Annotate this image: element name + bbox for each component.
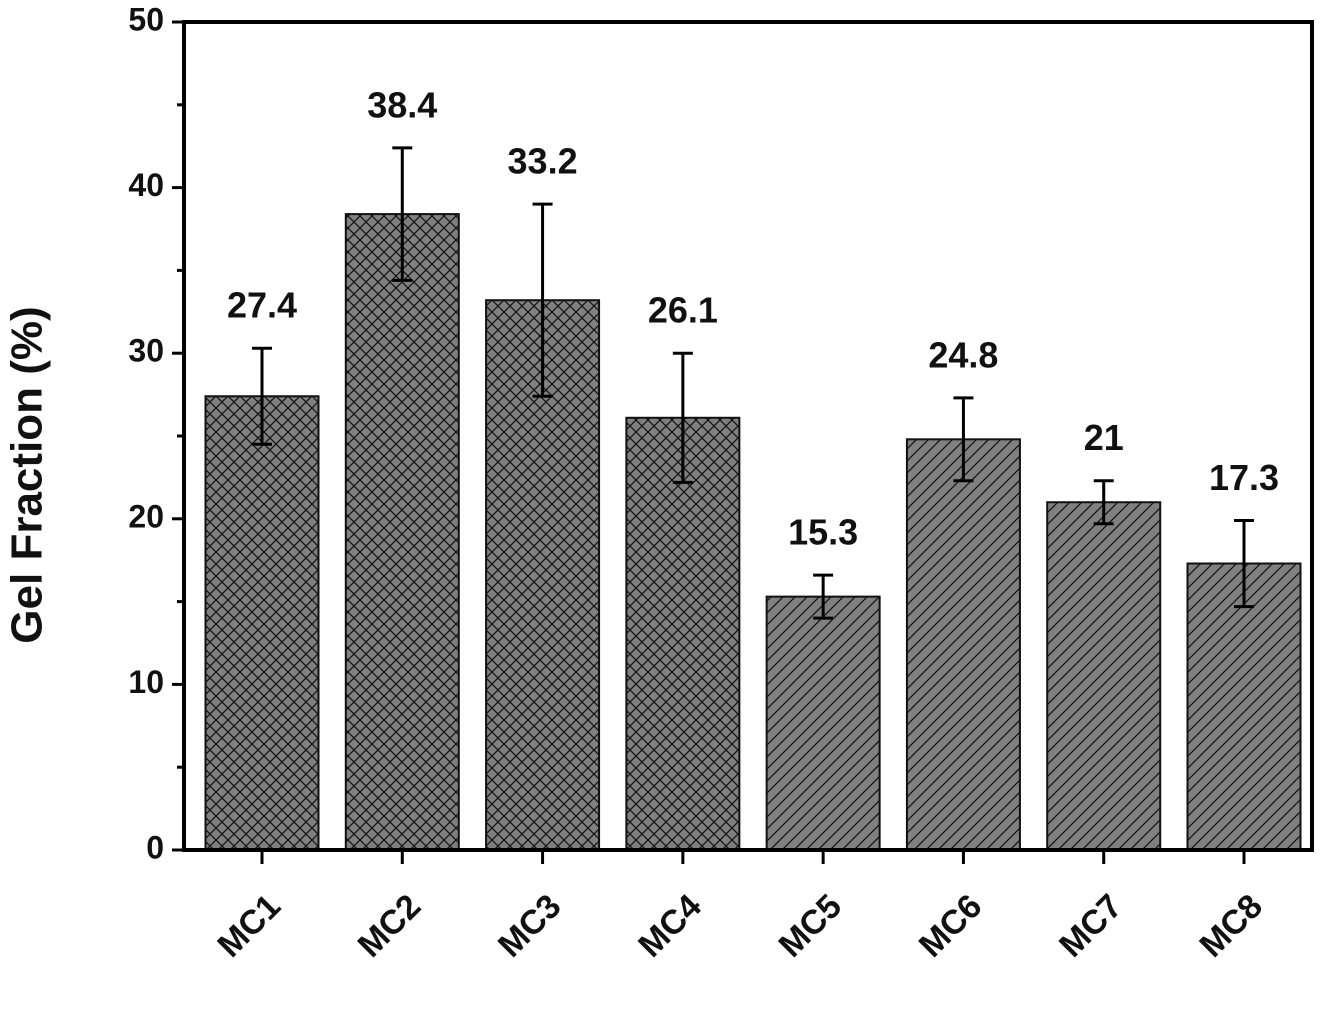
error-bar: [953, 396, 974, 483]
bar: [765, 595, 881, 852]
x-tick-label: MC4: [631, 887, 709, 965]
y-axis-label: Gel Fraction (%): [3, 306, 52, 643]
value-label: 27.4: [227, 285, 297, 326]
x-tick-label: MC6: [912, 887, 990, 965]
bar: [1046, 501, 1162, 851]
y-tick-label: 30: [128, 333, 164, 369]
value-label: 21: [1084, 417, 1124, 458]
x-tick-label: MC1: [210, 887, 288, 965]
plot-frame: [182, 20, 1314, 852]
x-tick-label: MC2: [351, 887, 429, 965]
error-bar: [1234, 518, 1254, 609]
error-bar: [392, 146, 413, 282]
y-tick-label: 50: [128, 1, 164, 37]
y-tick-label: 40: [128, 167, 164, 203]
value-label: 38.4: [367, 84, 437, 125]
error-bar: [1093, 479, 1114, 526]
bar: [1186, 562, 1302, 852]
bar: [204, 395, 320, 851]
value-label: 33.2: [508, 141, 578, 182]
value-label: 26.1: [648, 290, 718, 331]
x-tick-label: MC3: [491, 887, 569, 965]
value-label: 17.3: [1209, 457, 1279, 498]
error-bar: [672, 351, 693, 484]
y-tick-label: 10: [128, 664, 164, 700]
y-tick-label: 0: [146, 829, 164, 865]
error-bar: [532, 202, 553, 398]
error-bar: [252, 346, 272, 446]
bar: [905, 438, 1021, 851]
value-label: 15.3: [788, 512, 858, 553]
y-tick-label: 20: [128, 498, 164, 534]
bar: [625, 416, 741, 851]
x-tick-label: MC5: [772, 887, 850, 965]
bar: [344, 213, 460, 851]
error-bar: [813, 573, 834, 620]
x-tick-label: MC8: [1192, 887, 1270, 965]
x-tick-label: MC7: [1052, 887, 1130, 965]
value-label: 24.8: [928, 334, 998, 375]
